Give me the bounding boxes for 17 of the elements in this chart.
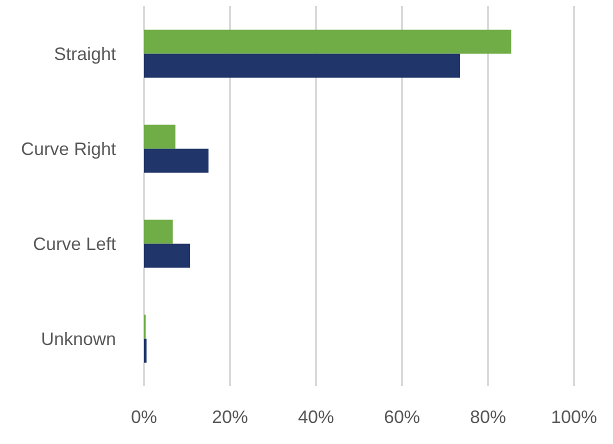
x-tick-label: 100%	[550, 406, 598, 427]
y-tick-label: Curve Left	[32, 234, 116, 254]
x-tick-label: 20%	[212, 406, 248, 427]
bar	[144, 30, 512, 54]
y-tick-label: Curve Right	[20, 138, 116, 159]
x-tick-label: 40%	[298, 406, 334, 427]
bar	[144, 338, 147, 363]
bar	[144, 244, 190, 268]
bar	[144, 220, 173, 244]
y-tick-label: Unknown	[40, 328, 116, 349]
x-tick-label: 80%	[470, 406, 506, 427]
bar	[144, 148, 208, 173]
bar	[144, 54, 460, 78]
y-tick-label: Straight	[54, 44, 116, 64]
bar	[144, 124, 176, 149]
x-tick-label: 0%	[130, 406, 158, 427]
x-tick-label: 60%	[384, 406, 420, 427]
